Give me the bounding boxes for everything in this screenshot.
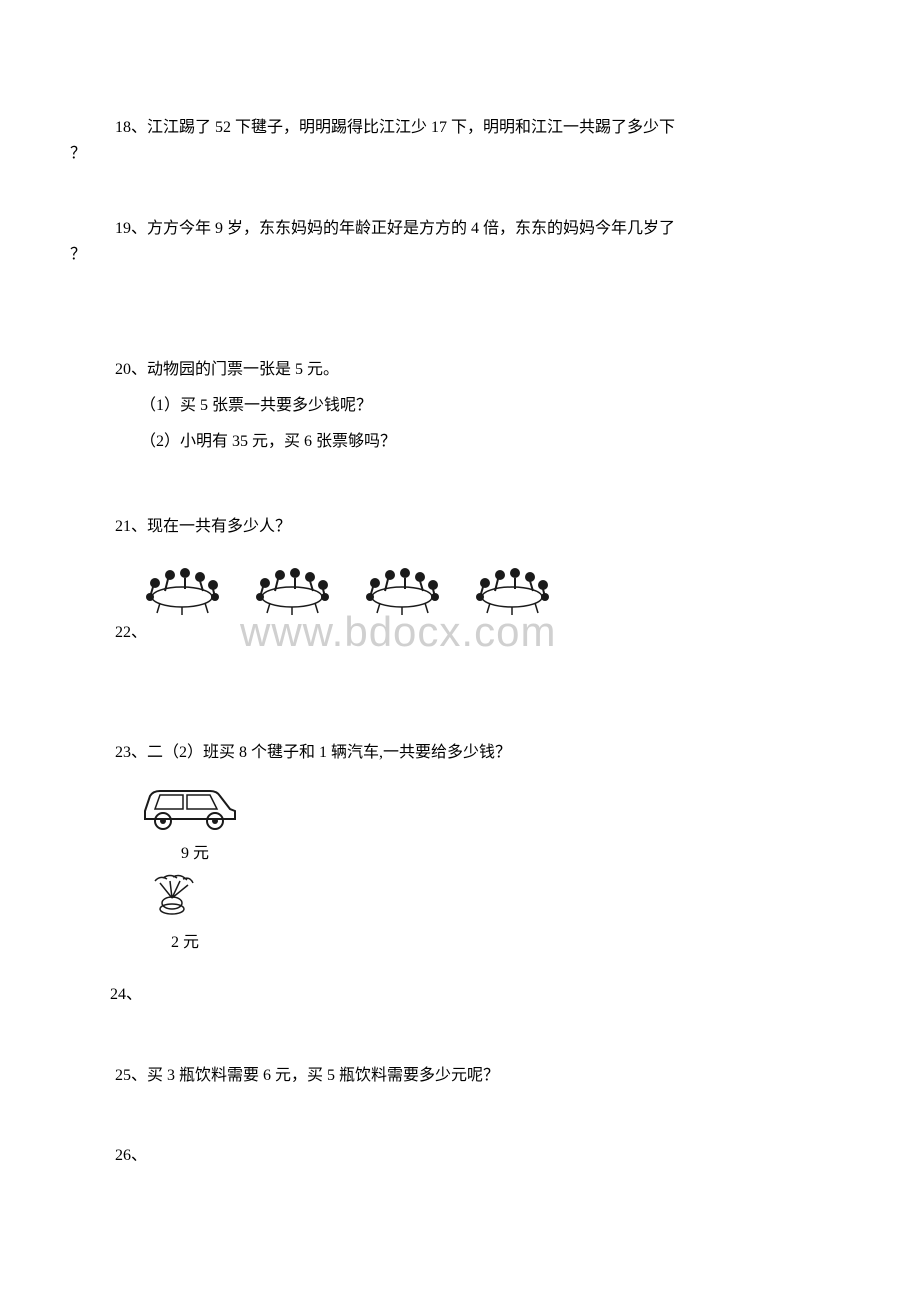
document-content: 18、江江踢了 52 下毽子，明明踢得比江江少 17 下，明明和江江一共踢了多少… xyxy=(115,115,820,1169)
question-21: 21、现在一共有多少人？ xyxy=(115,514,820,540)
question-18: 18、江江踢了 52 下毽子，明明踢得比江江少 17 下，明明和江江一共踢了多少… xyxy=(115,115,820,166)
table-group-icon xyxy=(135,555,230,615)
table-group-icon xyxy=(465,555,560,615)
table-group-icon xyxy=(355,555,450,615)
question-20-block: 20、动物园的门票一张是 5 元。 （1）买 5 张票一共要多少钱呢？ （2）小… xyxy=(115,357,820,454)
question-24: 24、 xyxy=(110,982,820,1008)
question-23: 23、二（2）班买 8 个毽子和 1 辆汽车,一共要给多少钱？ xyxy=(115,740,820,766)
jianzi-illustration-block: 2 元 xyxy=(145,873,820,952)
jianzi-price-label: 2 元 xyxy=(155,928,215,952)
question-20-sub1: （1）买 5 张票一共要多少钱呢？ xyxy=(140,393,820,419)
question-19-cont: ？ xyxy=(70,242,820,268)
car-icon xyxy=(135,781,245,831)
question-19: 19、方方今年 9 岁，东东妈妈的年龄正好是方方的 4 倍，东东的妈妈今年几岁了… xyxy=(115,216,820,267)
jianzi-icon xyxy=(145,873,200,918)
question-18-text: 18、江江踢了 52 下毽子，明明踢得比江江少 17 下，明明和江江一共踢了多少… xyxy=(115,115,820,141)
question-22: 22、 xyxy=(115,620,820,646)
question-18-cont: ？ xyxy=(70,141,820,167)
question-20-sub2: （2）小明有 35 元，买 6 张票够吗？ xyxy=(140,429,820,455)
question-26: 26、 xyxy=(115,1143,820,1169)
question-20: 20、动物园的门票一张是 5 元。 xyxy=(115,357,820,383)
question-19-text: 19、方方今年 9 岁，东东妈妈的年龄正好是方方的 4 倍，东东的妈妈今年几岁了 xyxy=(115,216,820,242)
car-illustration-block: 9 元 xyxy=(135,781,820,863)
tables-illustration xyxy=(135,555,820,615)
question-25: 25、买 3 瓶饮料需要 6 元，买 5 瓶饮料需要多少元呢？ xyxy=(115,1063,820,1089)
car-price-label: 9 元 xyxy=(145,839,245,863)
table-group-icon xyxy=(245,555,340,615)
